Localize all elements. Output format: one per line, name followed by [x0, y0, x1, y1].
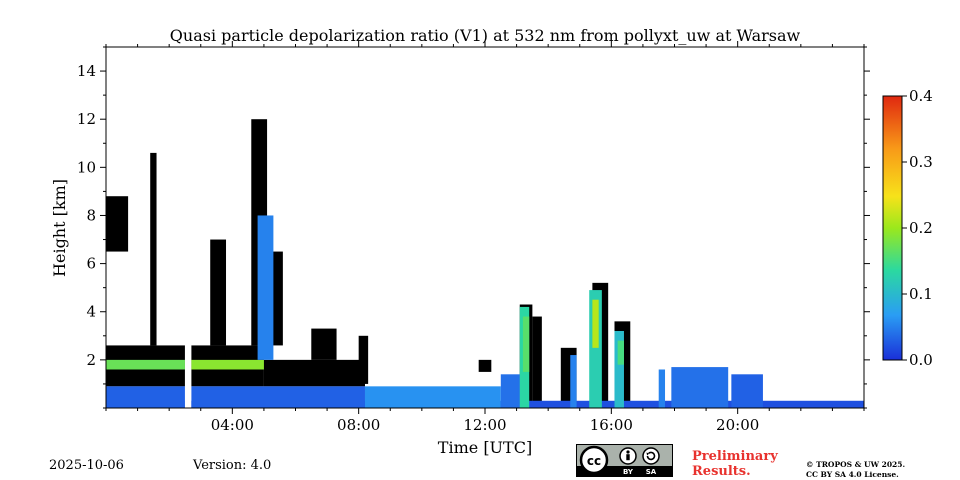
y-tick-label: 10 — [77, 158, 96, 176]
date-label: 2025-10-06 — [49, 458, 124, 473]
heatmap-layers — [106, 119, 864, 408]
preliminary-line1: Preliminary — [692, 449, 778, 464]
cc-license-badge: cc BY SA — [576, 444, 673, 477]
x-axis-label: Time [UTC] — [438, 438, 532, 457]
depol-column-cell — [731, 374, 763, 408]
svg-text:cc: cc — [587, 454, 601, 468]
data-gap — [186, 345, 189, 408]
depol-aerosol-layer-cell — [191, 359, 264, 370]
colorbar-ticks: 0.0 0.1 0.2 0.3 0.4 — [902, 87, 933, 369]
colorbar-tick-label: 0.4 — [909, 87, 933, 105]
colorbar-tick-label: 0.0 — [909, 351, 933, 369]
colorbar-tick-label: 0.1 — [909, 285, 933, 303]
y-tick-label: 6 — [86, 255, 96, 273]
y-tick-label: 14 — [77, 62, 96, 80]
chart-title: Quasi particle depolarization ratio (V1)… — [170, 26, 801, 45]
y-tick-label: 2 — [86, 351, 96, 369]
sa-icon — [642, 447, 660, 465]
depol-high-cell — [592, 299, 599, 348]
colorbar — [882, 95, 903, 361]
y-tick-label: 4 — [86, 303, 96, 321]
depol-high-cell — [522, 316, 530, 372]
depol-column-cell — [570, 355, 577, 408]
no-data-block — [358, 335, 369, 384]
copyright-line1: © TROPOS & UW 2025. — [806, 460, 906, 469]
y-axis: 2 4 6 8 10 12 14 — [77, 46, 870, 409]
no-data-block — [106, 196, 129, 252]
no-data-block — [311, 328, 337, 360]
cc-icon: cc — [579, 445, 609, 475]
depol-high-cell — [617, 340, 624, 365]
no-data-block — [478, 359, 492, 372]
preliminary-line2: Results. — [692, 464, 751, 479]
depol-column-cell — [257, 215, 274, 360]
badge-label-sa: SA — [646, 468, 657, 476]
depol-low-layer-cell — [106, 386, 185, 408]
depol-aerosol-layer-cell — [106, 359, 185, 370]
badge-label-by: BY — [623, 468, 634, 476]
preliminary-notice: Preliminary Results. — [692, 449, 778, 479]
by-icon — [619, 447, 637, 465]
x-tick-label: 20:00 — [716, 416, 759, 434]
depol-low-layer-cell — [364, 386, 501, 408]
version-label: Version: 4.0 — [193, 458, 272, 473]
x-tick-label: 12:00 — [463, 416, 506, 434]
no-data-block — [532, 316, 542, 408]
y-tick-label: 12 — [77, 110, 96, 128]
y-axis-label: Height [km] — [50, 179, 69, 277]
x-tick-label: 16:00 — [590, 416, 633, 434]
no-data-block — [150, 152, 157, 346]
no-data-block — [263, 359, 365, 387]
copyright-notice: © TROPOS & UW 2025. CC BY SA 4.0 License… — [806, 460, 905, 480]
x-axis: 04:00 08:00 12:00 16:00 20:00 — [105, 41, 865, 434]
x-tick-label: 08:00 — [337, 416, 380, 434]
depol-column-cell — [671, 367, 729, 408]
depol-low-layer-cell — [191, 386, 365, 408]
copyright-line2: CC BY SA 4.0 License. — [806, 470, 899, 479]
colorbar-tick-label: 0.3 — [909, 153, 933, 171]
y-tick-label: 8 — [86, 206, 96, 224]
colorbar-tick-label: 0.2 — [909, 219, 933, 237]
no-data-block — [210, 239, 227, 346]
x-tick-label: 04:00 — [211, 416, 254, 434]
depol-column-cell — [658, 369, 666, 408]
depol-column-cell — [614, 330, 624, 408]
